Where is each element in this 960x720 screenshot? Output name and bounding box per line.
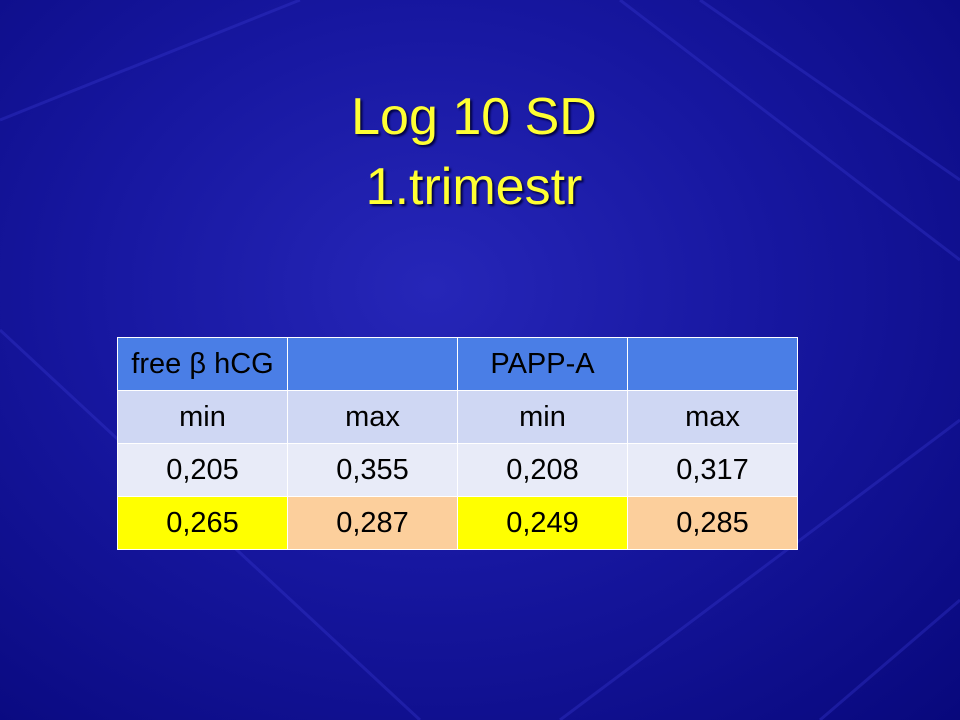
cell: 0,208 xyxy=(457,443,628,497)
subheader-cell: max xyxy=(287,390,458,444)
subheader-cell: min xyxy=(117,390,288,444)
cell: 0,317 xyxy=(627,443,798,497)
cell: 0,355 xyxy=(287,443,458,497)
subheader-cell: min xyxy=(457,390,628,444)
header-cell: PAPP-A xyxy=(457,337,628,391)
data-table: free β hCG PAPP-A min max min max 0,205 … xyxy=(117,337,798,550)
title-line: 1.trimestr xyxy=(365,158,583,216)
cell: 0,249 xyxy=(457,496,628,550)
cell: 0,287 xyxy=(287,496,458,550)
header-cell xyxy=(287,337,458,391)
header-cell: free β hCG xyxy=(117,337,288,391)
data-row: 0,205 0,355 0,208 0,317 xyxy=(117,443,798,497)
cell: 0,265 xyxy=(117,496,288,550)
data-row: 0,265 0,287 0,249 0,285 xyxy=(117,496,798,550)
cell: 0,205 xyxy=(117,443,288,497)
cell: 0,285 xyxy=(627,496,798,550)
header-cell xyxy=(627,337,798,391)
subheader-row: min max min max xyxy=(117,390,798,444)
title-line: Log 10 SD xyxy=(351,88,597,146)
subheader-cell: max xyxy=(627,390,798,444)
header-row: free β hCG PAPP-A xyxy=(117,337,798,391)
